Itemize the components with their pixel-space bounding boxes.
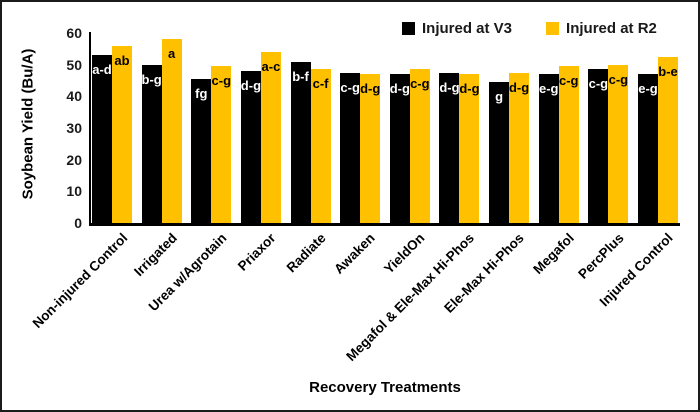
significance-label: a-d	[92, 62, 112, 78]
bar-r2-7: c-g	[409, 69, 430, 223]
x-axis-line	[89, 223, 680, 226]
y-axis-line	[89, 32, 91, 225]
significance-label: g	[495, 89, 504, 105]
legend-swatch-r2-icon	[546, 22, 560, 35]
bar-v3-8: d-g	[439, 72, 460, 223]
significance-label: d-g	[240, 78, 262, 93]
significance-label: e-g	[538, 81, 559, 97]
x-category-label-11: PercPlus	[574, 230, 627, 282]
bar-r2-4: a-c	[260, 52, 281, 223]
bar-r2-1: ab	[112, 45, 132, 223]
bar-r2-3: c-g	[211, 66, 232, 223]
bar-v3-12: e-g	[638, 74, 658, 223]
significance-label: c-g	[340, 79, 360, 95]
bar-v3-6: c-g	[340, 72, 361, 223]
significance-label: a-c	[261, 59, 281, 74]
bar-v3-5: b-f	[290, 61, 311, 223]
bar-r2-8: d-g	[459, 74, 480, 223]
significance-label: fg	[195, 85, 208, 101]
x-category-label-2: Irrigated	[130, 230, 180, 280]
y-axis-title: Soybean Yield (Bu/A)	[19, 48, 37, 200]
y-tick-label-10: 10	[66, 183, 82, 200]
legend: Injured at V3 Injured at R2	[402, 20, 657, 37]
significance-label: d-g	[439, 79, 460, 95]
significance-label: c-f	[312, 76, 329, 92]
significance-label: ab	[114, 52, 130, 68]
legend-item-injured-at-v3: Injured at V3	[402, 20, 512, 37]
x-category-label-4: Priaxor	[235, 230, 279, 274]
legend-swatch-v3-icon	[402, 22, 415, 35]
bar-r2-9: d-g	[508, 72, 530, 223]
significance-label: d-g	[459, 81, 480, 97]
significance-label: c-g	[558, 73, 579, 89]
significance-label: c-g	[410, 76, 430, 92]
bar-r2-11: c-g	[608, 64, 629, 223]
significance-label: c-g	[588, 76, 609, 92]
significance-label: b-e	[658, 63, 678, 79]
significance-label: d-g	[389, 81, 410, 97]
bar-r2-12: b-e	[658, 56, 678, 223]
bar-v3-10: e-g	[538, 74, 559, 223]
bar-v3-4: d-g	[241, 71, 261, 223]
significance-label: e-g	[638, 81, 658, 97]
legend-item-injured-at-r2: Injured at R2	[546, 20, 657, 37]
x-category-label-10: Megafol	[529, 230, 577, 277]
x-category-label-6: Awaken	[331, 230, 379, 277]
y-tick-label-40: 40	[66, 88, 82, 105]
bar-r2-10: c-g	[558, 66, 579, 223]
significance-label: c-g	[211, 73, 232, 89]
bar-v3-7: d-g	[390, 74, 410, 223]
bar-v3-2: b-g	[141, 64, 162, 223]
y-tick-label-0: 0	[74, 215, 82, 231]
bar-r2-6: d-g	[360, 74, 380, 223]
bar-v3-3: fg	[191, 78, 212, 223]
y-tick-label-30: 30	[66, 120, 82, 136]
significance-label: b-g	[141, 71, 162, 87]
significance-label: c-g	[608, 71, 629, 87]
significance-label: a	[168, 46, 176, 62]
x-category-label-5: Radiate	[283, 230, 329, 276]
legend-label-injured-at-r2: Injured at R2	[566, 20, 657, 37]
bar-r2-2: a	[161, 39, 182, 223]
bar-v3-9: g	[489, 82, 510, 223]
significance-label: d-g	[360, 81, 381, 97]
bar-r2-5: c-f	[310, 69, 331, 223]
y-tick-label-50: 50	[66, 56, 82, 73]
bar-v3-1: a-d	[92, 55, 112, 223]
legend-label-injured-at-v3: Injured at V3	[422, 20, 513, 37]
significance-label: b-f	[292, 68, 309, 84]
x-category-label-7: YieldOn	[381, 230, 428, 277]
significance-label: d-g	[508, 79, 530, 95]
y-tick-label-20: 20	[66, 151, 82, 168]
x-axis-title: Recovery Treatments	[309, 379, 461, 396]
y-tick-label-60: 60	[66, 25, 82, 41]
x-category-label-1: Non-injured Control	[29, 230, 130, 332]
bar-v3-11: c-g	[588, 69, 609, 223]
